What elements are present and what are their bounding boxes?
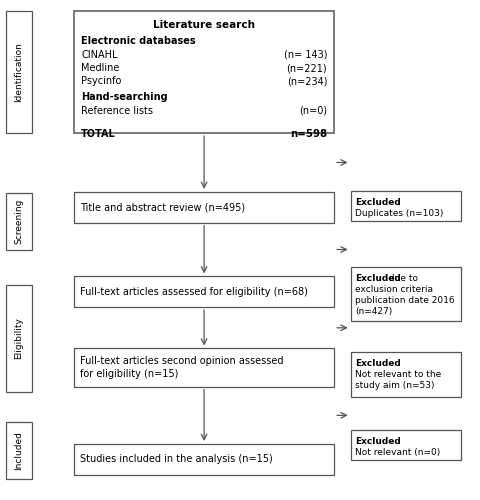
Text: Full-text articles assessed for eligibility (n=68): Full-text articles assessed for eligibil…	[80, 287, 308, 297]
Text: Title and abstract review (n=495): Title and abstract review (n=495)	[80, 202, 245, 212]
Text: Full-text articles second opinion assessed: Full-text articles second opinion assess…	[80, 356, 284, 366]
Bar	[6, 285, 32, 392]
Bar	[6, 422, 32, 478]
Bar	[74, 348, 334, 387]
Text: n=598: n=598	[290, 129, 327, 139]
Text: (n=234): (n=234)	[287, 76, 327, 86]
Text: (n=0): (n=0)	[299, 106, 327, 116]
Text: due to: due to	[386, 274, 418, 283]
Text: study aim (n=53): study aim (n=53)	[355, 381, 435, 390]
Bar	[350, 192, 461, 221]
Text: publication date 2016: publication date 2016	[355, 296, 455, 304]
Text: for eligibility (n=15): for eligibility (n=15)	[80, 369, 179, 379]
Text: Excluded: Excluded	[355, 437, 401, 446]
Bar	[74, 444, 334, 474]
Text: Excluded: Excluded	[355, 359, 401, 368]
Text: Duplicates (n=103): Duplicates (n=103)	[355, 209, 444, 218]
Text: Identification: Identification	[14, 42, 23, 102]
Bar	[350, 352, 461, 397]
Text: (n=221): (n=221)	[287, 63, 327, 73]
Text: TOTAL: TOTAL	[81, 129, 116, 139]
Bar	[74, 192, 334, 222]
Text: (n=427): (n=427)	[355, 306, 393, 316]
Bar	[6, 193, 32, 250]
Text: Literature search: Literature search	[153, 20, 255, 30]
Text: CINAHL: CINAHL	[81, 50, 118, 59]
Text: Eligibility: Eligibility	[14, 318, 23, 359]
Bar	[6, 12, 32, 133]
Text: Screening: Screening	[14, 198, 23, 244]
Bar	[350, 267, 461, 320]
Text: Not relevant (n=0): Not relevant (n=0)	[355, 448, 441, 457]
Text: Electronic databases: Electronic databases	[81, 36, 196, 46]
Text: Not relevant to the: Not relevant to the	[355, 370, 442, 379]
Text: Medline: Medline	[81, 63, 120, 73]
Text: Excluded: Excluded	[355, 198, 401, 207]
Text: Hand-searching: Hand-searching	[81, 92, 168, 102]
Bar	[74, 276, 334, 307]
Text: Psycinfo: Psycinfo	[81, 76, 121, 86]
Text: Included: Included	[14, 430, 23, 470]
Text: (n= 143): (n= 143)	[284, 50, 327, 59]
Text: exclusion criteria: exclusion criteria	[355, 285, 433, 294]
Bar	[350, 430, 461, 460]
Text: Reference lists: Reference lists	[81, 106, 153, 116]
Bar	[74, 12, 334, 133]
Text: Excluded: Excluded	[355, 274, 401, 283]
Text: Studies included in the analysis (n=15): Studies included in the analysis (n=15)	[80, 454, 273, 464]
